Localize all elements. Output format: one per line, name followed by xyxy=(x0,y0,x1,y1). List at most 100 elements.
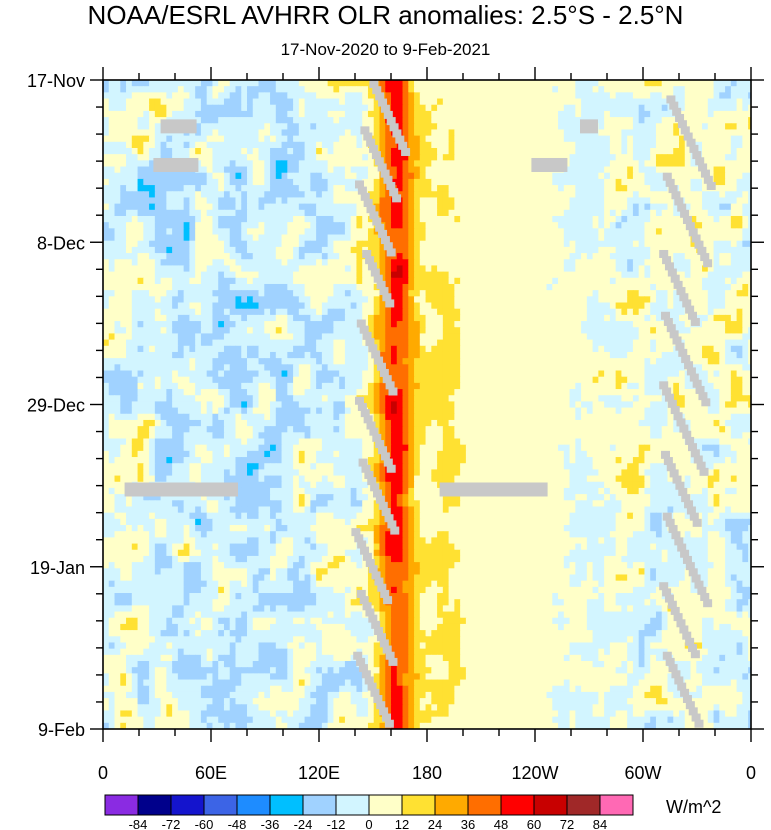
field-cell xyxy=(114,314,121,322)
field-cell xyxy=(627,92,634,100)
field-cell xyxy=(437,246,444,254)
field-cell xyxy=(419,321,427,328)
field-cell xyxy=(679,222,686,229)
field-cell xyxy=(321,110,329,118)
field-cell xyxy=(506,345,513,353)
field-cell xyxy=(218,308,225,316)
field-cell xyxy=(638,333,646,341)
field-cell xyxy=(494,234,502,242)
field-cell xyxy=(149,215,156,223)
field-cell xyxy=(126,308,133,316)
field-cell xyxy=(673,240,680,248)
field-cell xyxy=(540,271,548,279)
field-cell xyxy=(627,234,634,242)
field-cell xyxy=(460,296,467,304)
field-cell xyxy=(713,160,720,168)
field-cell xyxy=(195,265,202,273)
field-cell xyxy=(448,314,455,322)
field-cell xyxy=(621,185,628,192)
field-cell xyxy=(264,296,271,304)
field-cell xyxy=(598,246,605,254)
field-cell xyxy=(615,246,622,254)
field-cell xyxy=(247,321,254,328)
field-cell xyxy=(702,154,709,161)
field-cell xyxy=(154,351,162,359)
field-cell xyxy=(650,271,657,279)
field-cell xyxy=(391,209,398,217)
field-cell xyxy=(471,228,478,236)
field-cell xyxy=(149,104,156,112)
field-cell xyxy=(229,271,237,279)
field-cell xyxy=(154,222,162,229)
field-cell xyxy=(563,283,571,291)
field-cell xyxy=(270,345,277,353)
field-cell xyxy=(546,191,553,199)
field-cell xyxy=(748,178,751,186)
field-cell xyxy=(707,98,715,106)
field-cell xyxy=(356,129,363,137)
field-cell xyxy=(131,321,139,328)
field-cell xyxy=(442,345,450,353)
field-cell xyxy=(460,314,467,322)
field-cell xyxy=(558,86,565,93)
field-cell xyxy=(385,253,392,260)
field-cell xyxy=(177,98,185,106)
field-cell xyxy=(604,259,611,267)
field-cell xyxy=(661,222,669,229)
field-cell xyxy=(177,240,185,248)
field-cell xyxy=(719,265,726,273)
field-cell xyxy=(477,308,484,316)
field-cell xyxy=(293,222,300,229)
field-cell xyxy=(627,327,634,335)
field-cell xyxy=(442,191,450,199)
field-cell xyxy=(177,246,185,254)
field-cell xyxy=(149,160,156,168)
field-cell xyxy=(126,283,133,291)
field-cell xyxy=(108,129,116,137)
field-cell xyxy=(638,321,646,328)
field-cell xyxy=(356,283,363,291)
field-cell xyxy=(321,104,329,112)
field-cell xyxy=(725,166,732,174)
field-cell xyxy=(655,197,663,205)
field-cell xyxy=(149,191,156,199)
field-cell xyxy=(189,98,196,106)
field-cell xyxy=(235,215,242,223)
field-cell xyxy=(713,92,720,100)
field-cell xyxy=(713,240,720,248)
field-cell xyxy=(644,80,651,87)
field-cell xyxy=(350,234,358,242)
field-cell xyxy=(229,141,237,149)
field-cell xyxy=(160,321,167,328)
field-cell xyxy=(581,240,588,248)
field-cell xyxy=(108,296,116,304)
field-cell xyxy=(137,253,144,260)
field-cell xyxy=(736,178,743,186)
field-cell xyxy=(252,234,260,242)
field-cell xyxy=(725,290,732,297)
field-cell xyxy=(195,141,202,149)
field-cell xyxy=(195,92,202,100)
field-cell xyxy=(362,265,369,273)
field-cell xyxy=(575,215,582,223)
field-cell xyxy=(448,302,455,310)
field-cell xyxy=(356,86,363,93)
field-cell xyxy=(275,339,283,347)
field-cell xyxy=(137,351,144,359)
field-cell xyxy=(356,117,363,124)
field-cell xyxy=(120,178,127,186)
field-cell xyxy=(327,191,334,199)
field-cell xyxy=(160,339,167,347)
field-cell xyxy=(333,147,340,155)
field-cell xyxy=(632,246,640,254)
field-cell xyxy=(730,265,738,273)
field-cell xyxy=(707,123,715,131)
field-cell xyxy=(367,228,375,236)
field-cell xyxy=(287,222,294,229)
field-cell xyxy=(218,86,225,93)
field-cell xyxy=(419,327,427,335)
field-cell xyxy=(172,277,179,285)
field-cell xyxy=(402,154,409,161)
field-cell xyxy=(471,185,478,192)
field-cell xyxy=(310,345,317,353)
